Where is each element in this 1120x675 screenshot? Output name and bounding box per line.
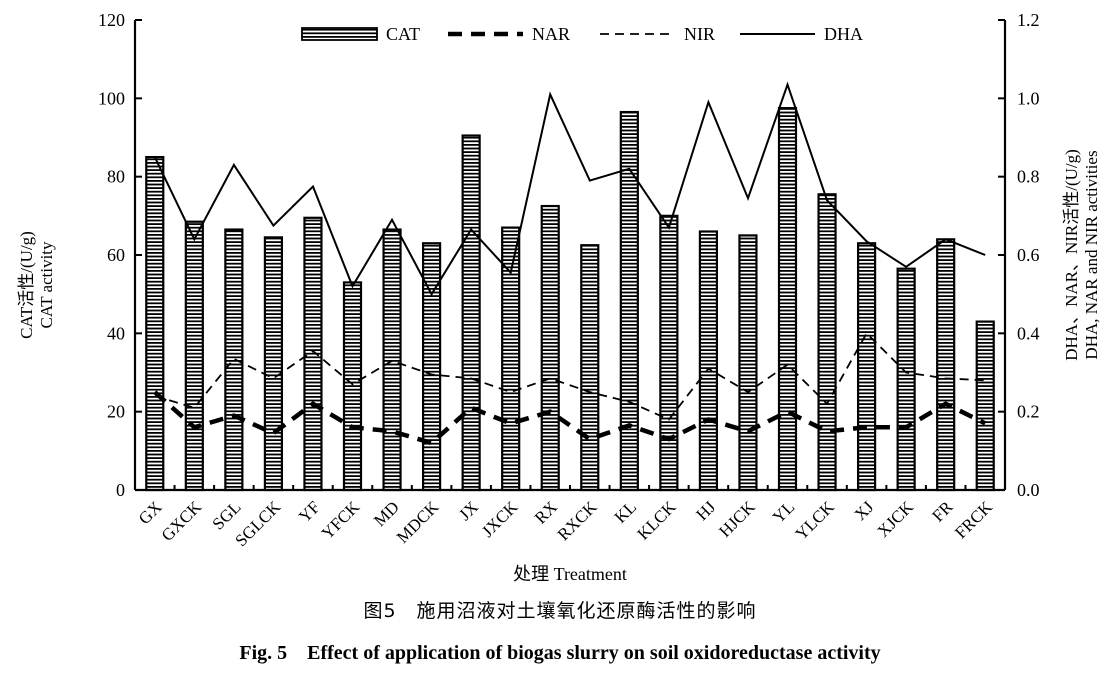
x-tick-label: JX	[455, 497, 482, 524]
x-tick-label: FR	[928, 497, 957, 526]
x-tick-label: GXCK	[158, 497, 206, 545]
x-tick-label: YF	[295, 497, 324, 526]
right-tick-label: 0.0	[1017, 480, 1040, 500]
cat-bar-FR	[936, 238, 956, 492]
dha-line	[153, 81, 986, 297]
legend-nar-label: NAR	[532, 24, 570, 44]
right-axis-title-cn: DHA、NAR、NIR活性/(U/g)	[1062, 149, 1081, 361]
x-tick-label: YL	[769, 497, 798, 526]
cat-bar-YLCK	[817, 193, 837, 492]
right-axis-title-en: DHA, NAR and NIR activities	[1082, 150, 1101, 359]
left-axis-title-cn: CAT活性/(U/g)	[17, 231, 36, 339]
nir-line	[154, 331, 986, 421]
x-tick-label: RXCK	[554, 497, 601, 544]
legend-cat-label: CAT	[386, 24, 420, 44]
legend-dha-label: DHA	[824, 24, 863, 44]
plot-area	[133, 19, 1007, 492]
cat-bar-YL	[777, 107, 798, 492]
right-tick-label: 0.4	[1017, 323, 1040, 343]
cat-bar-FRCK	[975, 320, 995, 492]
right-tick-label: 0.6	[1017, 245, 1040, 265]
cat-bar-KLCK	[659, 214, 679, 492]
x-tick-label: FRCK	[951, 497, 996, 542]
cat-bar-XJ	[856, 242, 877, 492]
legend: CAT NAR NIR DHA	[301, 24, 863, 44]
cat-bar-RXCK	[580, 244, 600, 492]
legend-cat-swatch	[301, 27, 378, 41]
left-tick-label: 80	[107, 167, 125, 187]
cat-bar-SGLCK	[263, 236, 284, 492]
cat-bar-MDCK	[421, 242, 442, 492]
x-tick-label: XJ	[851, 497, 878, 524]
left-tick-label: 60	[107, 245, 125, 265]
left-tick-label: 120	[98, 10, 125, 30]
cat-bar-YFCK	[342, 281, 363, 492]
nar-line	[153, 390, 987, 446]
cat-bar-GXCK	[184, 220, 204, 492]
legend-nir-label: NIR	[684, 24, 715, 44]
left-tick-label: 20	[107, 402, 125, 422]
x-tick-label: YFCK	[318, 497, 364, 543]
cat-bar-SGL	[224, 228, 244, 492]
left-axis-title-en: CAT activity	[37, 241, 56, 329]
combo-chart: CAT NAR NIR DHA 0 20 40 60 80 100 120 0.0 0.2 0.4 0.6…	[17, 10, 1101, 584]
x-tick-label: SGLCK	[231, 497, 284, 550]
x-tick-label: HJ	[692, 497, 719, 524]
cat-bar-XJCK	[896, 267, 916, 492]
left-tick-label: 40	[107, 323, 125, 343]
cat-bar-GX	[145, 155, 165, 492]
x-tick-label: XJCK	[873, 497, 917, 541]
right-tick-label: 1.2	[1017, 10, 1040, 30]
cat-bar-JX	[461, 134, 481, 492]
x-tick-label: GX	[135, 497, 166, 528]
cat-bar-HJ	[698, 230, 719, 492]
figure-caption-chinese: 图5 施用沼液对土壤氧化还原酶活性的影响	[363, 600, 757, 622]
x-axis-title: 处理 Treatment	[513, 564, 627, 584]
x-tick-label: JXCK	[478, 497, 522, 541]
x-tick-label: MDCK	[393, 497, 443, 547]
cat-bar-HJCK	[738, 234, 758, 492]
right-tick-label: 1.0	[1017, 88, 1040, 108]
x-tick-label: MD	[370, 497, 403, 530]
left-tick-label: 0	[116, 480, 125, 500]
right-tick-label: 0.2	[1017, 402, 1040, 422]
right-tick-label: 0.8	[1017, 167, 1040, 187]
x-tick-label: HJCK	[715, 497, 759, 541]
x-tick-label: YLCK	[792, 497, 839, 544]
figure-caption-english: Fig. 5 Effect of application of biogas s…	[239, 642, 881, 664]
cat-bar-RX	[540, 204, 560, 492]
cat-bar-YF	[303, 216, 323, 492]
left-tick-label: 100	[98, 88, 125, 108]
x-tick-label: RX	[531, 497, 561, 527]
cat-bar-MD	[382, 228, 402, 492]
x-tick-label: KL	[611, 497, 640, 526]
x-tick-label: KLCK	[634, 497, 681, 544]
